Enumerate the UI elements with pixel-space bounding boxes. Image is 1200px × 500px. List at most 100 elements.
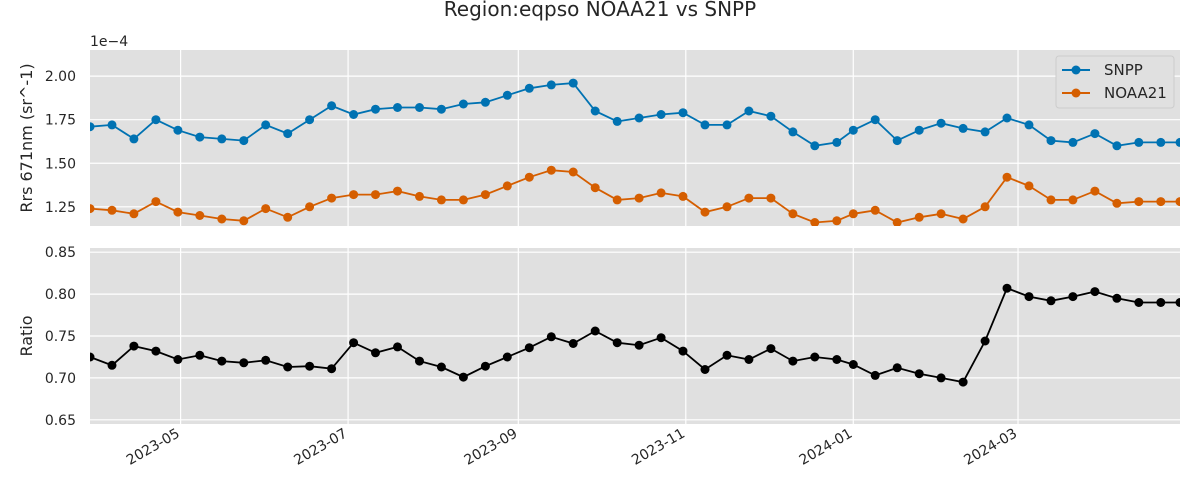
legend: SNPP NOAA21: [1055, 55, 1175, 109]
top-series-0-point-22: [568, 78, 578, 88]
top-series-1-point-27: [678, 191, 688, 201]
top-series-0-point-10: [305, 115, 315, 125]
top-y-axis-title: Rrs 671nm (sr^-1): [17, 63, 36, 212]
top-series-1-point-42: [1002, 172, 1012, 182]
bottom-series-0-point-25: [634, 340, 644, 350]
bottom-series-0-point-49: [1156, 298, 1166, 307]
x-tick-label-0: 2023-05: [124, 426, 183, 469]
bottom-series-0-point-10: [305, 361, 315, 371]
top-series-0-point-45: [1068, 137, 1078, 147]
legend-noaa21-label: NOAA21: [1104, 84, 1167, 102]
top-series-0-point-17: [458, 99, 468, 109]
top-series-1-point-22: [568, 167, 578, 177]
top-series-1-point-35: [848, 209, 858, 219]
bottom-y-tick-label-3: 0.80: [45, 287, 76, 303]
top-series-0-point-38: [914, 125, 924, 135]
top-y-scale-label: 1e−4: [90, 34, 128, 50]
bottom-series-0-point-9: [283, 362, 293, 372]
top-series-1-point-5: [195, 211, 205, 220]
top-series-0-point-42: [1002, 113, 1012, 123]
top-series-0-point-32: [788, 127, 798, 137]
top-series-1-point-4: [173, 207, 183, 217]
bottom-series-0-point-12: [349, 338, 359, 348]
top-series-1-point-23: [590, 183, 600, 193]
bottom-y-tick-label-2: 0.75: [45, 329, 76, 345]
top-series-0-point-48: [1134, 137, 1144, 147]
top-series-0-point-16: [436, 104, 446, 114]
top-series-0-point-26: [656, 110, 666, 119]
bottom-series-0-point-29: [722, 350, 732, 360]
top-y-tick-label-0: 1.25: [45, 200, 76, 216]
bottom-y-tick-label-1: 0.70: [45, 371, 76, 387]
top-series-1-point-18: [480, 190, 490, 200]
top-series-0-point-50: [1175, 137, 1180, 147]
top-series-1-point-25: [634, 193, 644, 203]
top-series-1-point-28: [700, 207, 710, 217]
legend-snpp-marker: [1071, 65, 1081, 75]
bottom-series-0-point-15: [415, 356, 424, 366]
top-series-1-point-38: [914, 212, 924, 222]
top-series-1-point-8: [261, 204, 271, 214]
top-series-1-point-1: [107, 205, 117, 215]
top-series-0-point-0: [90, 122, 95, 132]
top-series-0-point-27: [678, 108, 688, 118]
bottom-series-0-point-30: [744, 355, 754, 364]
bottom-series-0-point-39: [936, 373, 946, 383]
bottom-series-0-point-50: [1175, 298, 1180, 307]
top-series-1-point-20: [524, 172, 534, 182]
top-series-0-point-23: [590, 106, 600, 116]
bottom-series-0-point-8: [261, 355, 271, 365]
top-series-0-point-11: [327, 101, 337, 111]
bottom-series: [90, 283, 1180, 387]
top-series-0-point-28: [700, 120, 710, 130]
bottom-series-0-point-4: [173, 355, 183, 364]
bottom-series-0-point-3: [151, 346, 161, 356]
top-series-0-point-7: [239, 136, 249, 146]
top-series-0-point-37: [892, 136, 902, 146]
top-series-1-point-15: [415, 191, 424, 201]
top-series-0-point-36: [870, 115, 880, 125]
top-series-0-point-13: [371, 104, 380, 114]
bottom-series-0-point-41: [980, 336, 990, 346]
x-tick-label-3: 2023-11: [629, 426, 688, 469]
bottom-y-axis-title: Ratio: [17, 315, 36, 356]
bottom-series-0-point-35: [848, 360, 858, 369]
bottom-series-0-point-38: [914, 369, 924, 379]
x-tick-label-2: 2023-09: [462, 426, 521, 469]
bottom-grid: [90, 248, 1180, 424]
top-series-1-point-44: [1046, 195, 1056, 205]
top-series-0-point-41: [980, 127, 990, 137]
top-series-0-point-34: [832, 137, 842, 147]
top-series-1-point-49: [1156, 197, 1166, 207]
bottom-y-ticks: 0.65 0.70 0.75 0.80 0.85: [45, 245, 76, 429]
top-series-1-point-43: [1024, 181, 1034, 191]
top-series-1-point-41: [980, 202, 990, 212]
bottom-series-0-point-21: [546, 332, 556, 342]
bottom-series-0-point-6: [217, 356, 227, 366]
bottom-series-0-point-5: [195, 350, 205, 360]
top-series-1-point-7: [239, 216, 249, 226]
top-series-1-point-46: [1090, 186, 1100, 196]
top-series-1-point-47: [1112, 198, 1122, 208]
chart-title: Region:eqpso NOAA21 vs SNPP: [444, 0, 756, 21]
bottom-series-0-point-34: [832, 355, 842, 364]
bottom-series-0-point-19: [502, 352, 512, 362]
top-y-tick-label-2: 1.75: [45, 113, 76, 129]
bottom-series-0-point-36: [870, 370, 880, 380]
bottom-series-0-point-37: [892, 363, 902, 373]
top-series-1-point-36: [870, 205, 880, 215]
bottom-series-0-point-14: [393, 342, 402, 352]
legend-noaa21-marker: [1071, 88, 1081, 98]
top-series-0-point-20: [524, 83, 534, 93]
top-series-0-point-33: [810, 141, 820, 151]
top-series-0-point-2: [129, 134, 139, 144]
top-series-0-point-5: [195, 132, 205, 142]
top-series-0-point-19: [502, 90, 512, 100]
bottom-series-0-point-1: [107, 360, 117, 370]
top-series-1-point-10: [305, 202, 315, 212]
top-series-1-point-3: [151, 197, 161, 207]
top-series-0-point-9: [283, 129, 293, 139]
bottom-series-0-point-7: [239, 358, 249, 368]
top-series-0-point-30: [744, 106, 754, 116]
top-series-0-point-35: [848, 125, 858, 135]
